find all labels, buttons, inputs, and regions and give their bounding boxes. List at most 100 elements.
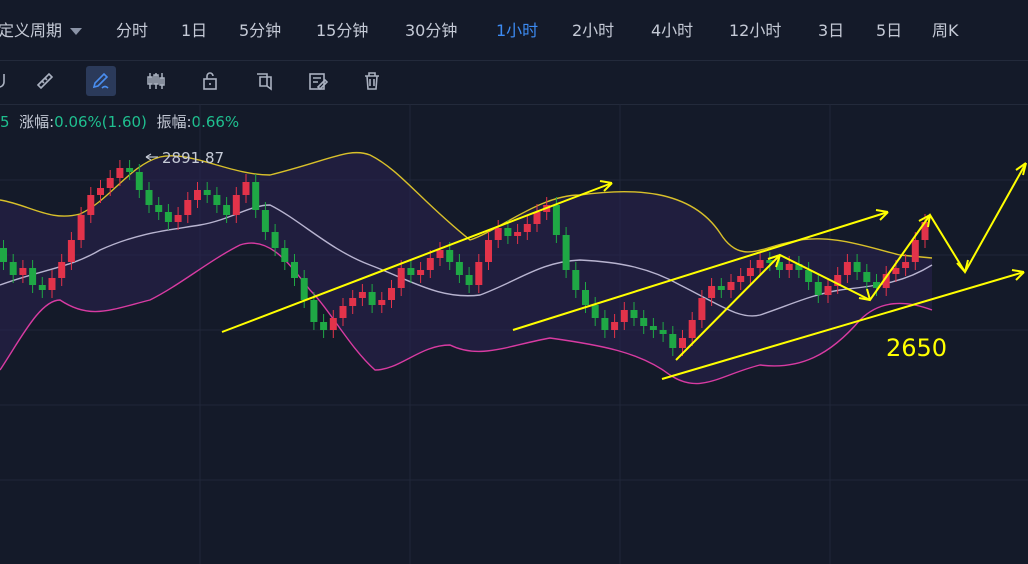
candle-body <box>465 275 473 285</box>
candle-body <box>310 300 318 322</box>
layers-icon[interactable] <box>249 66 279 96</box>
amplitude-value: 0.66% <box>191 113 240 131</box>
tab-4h[interactable]: 4小时 <box>651 21 694 40</box>
candle-body <box>892 268 900 274</box>
drawing-toolbar <box>0 60 1028 105</box>
trendline-2[interactable] <box>512 211 889 331</box>
candle-body <box>155 205 163 212</box>
pencil-icon[interactable] <box>86 66 116 96</box>
amplitude-label: 振幅: <box>156 113 192 131</box>
lock-icon[interactable] <box>195 66 225 96</box>
candle-body <box>261 210 269 232</box>
stat-cut-value: 5 <box>0 113 10 131</box>
candle-body <box>349 298 357 306</box>
candle-body <box>669 334 677 348</box>
candle-body <box>853 262 861 272</box>
trendline-3[interactable] <box>661 271 1025 380</box>
candle-body <box>164 212 172 222</box>
candle-body <box>504 228 512 236</box>
magnet-icon[interactable] <box>0 66 14 96</box>
tab-1d[interactable]: 1日 <box>181 21 208 40</box>
candle-body <box>814 282 822 295</box>
candle-body <box>48 278 56 290</box>
target-price-label: 2650 <box>886 334 947 362</box>
candle-body <box>417 270 425 275</box>
arrow-head-5 <box>858 288 871 301</box>
candle-body <box>562 235 570 270</box>
candle-body <box>213 195 221 205</box>
candle-body <box>630 310 638 318</box>
candle-body <box>533 212 541 224</box>
candle-body <box>223 205 231 215</box>
candle-body <box>174 215 182 222</box>
candle-body <box>436 250 444 258</box>
candle-body <box>320 322 328 330</box>
candle-body <box>455 262 463 275</box>
tab-5m[interactable]: 5分钟 <box>239 21 282 40</box>
high-price-label: 2891.87 <box>162 149 224 167</box>
price-chart[interactable]: 2891.87 2650 <box>0 104 1028 564</box>
arrow-head-4 <box>767 254 781 268</box>
candle-body <box>911 240 919 262</box>
ruler-icon[interactable] <box>30 66 60 96</box>
candle-body <box>659 330 667 334</box>
projection-path[interactable] <box>675 162 1027 361</box>
candle-body <box>863 272 871 282</box>
trash-icon[interactable] <box>357 66 387 96</box>
candle-body <box>126 168 134 172</box>
candle-body <box>746 268 754 276</box>
candle-body <box>19 268 27 275</box>
tab-1h[interactable]: 1小时 <box>496 21 539 40</box>
candle-body <box>688 320 696 338</box>
candle-body <box>368 292 376 305</box>
candle-body <box>388 288 395 300</box>
candle-body <box>582 290 589 305</box>
candle-body <box>756 260 764 268</box>
candle-body <box>203 190 211 195</box>
lower-bollinger-band <box>0 242 933 385</box>
candle-body <box>834 275 842 286</box>
candle-body <box>9 262 17 275</box>
candle-body <box>58 262 66 278</box>
candle-body <box>407 268 415 275</box>
tab-15m[interactable]: 15分钟 <box>316 21 369 40</box>
change-value: 0.06%(1.60) <box>54 113 147 131</box>
candlestick-icon[interactable] <box>141 66 171 96</box>
candle-body <box>339 306 347 318</box>
tab-timeshare[interactable]: 分时 <box>116 21 149 40</box>
arrow-head-7 <box>956 259 969 273</box>
candle-body <box>378 300 386 305</box>
arrow-head-6 <box>918 214 931 228</box>
tab-5d[interactable]: 5日 <box>876 21 903 40</box>
candle-body <box>766 260 774 263</box>
candle-body <box>291 262 298 278</box>
candle-body <box>397 268 405 288</box>
candle-body <box>194 190 201 200</box>
arrow-head-3 <box>1011 269 1025 281</box>
tab-2h[interactable]: 2小时 <box>572 21 615 40</box>
trend-drawings[interactable] <box>221 162 1027 380</box>
tab-weekly[interactable]: 周K <box>932 21 959 40</box>
candle-body <box>785 264 793 270</box>
tab-30m[interactable]: 30分钟 <box>405 21 458 40</box>
candle-body <box>649 326 657 330</box>
tab-3d[interactable]: 3日 <box>818 21 845 40</box>
candle-body <box>776 262 783 270</box>
candle-body <box>329 318 337 330</box>
candle-body <box>843 262 851 275</box>
candle-body <box>184 200 192 215</box>
candle-body <box>902 262 910 268</box>
chevron-down-icon <box>70 28 83 35</box>
candle-body <box>87 195 95 215</box>
tab-12h[interactable]: 12小时 <box>729 21 782 40</box>
candle-body <box>611 322 619 330</box>
edit-note-icon[interactable] <box>303 66 333 96</box>
candle-body <box>106 178 114 188</box>
candle-body <box>281 248 289 262</box>
candle-body <box>485 240 492 262</box>
candle-body <box>737 276 745 282</box>
candle-body <box>698 298 706 320</box>
upper-bollinger-band <box>0 151 933 259</box>
trendline-1[interactable] <box>221 182 613 333</box>
tab-custom-period[interactable]: 定义周期 <box>0 17 83 41</box>
